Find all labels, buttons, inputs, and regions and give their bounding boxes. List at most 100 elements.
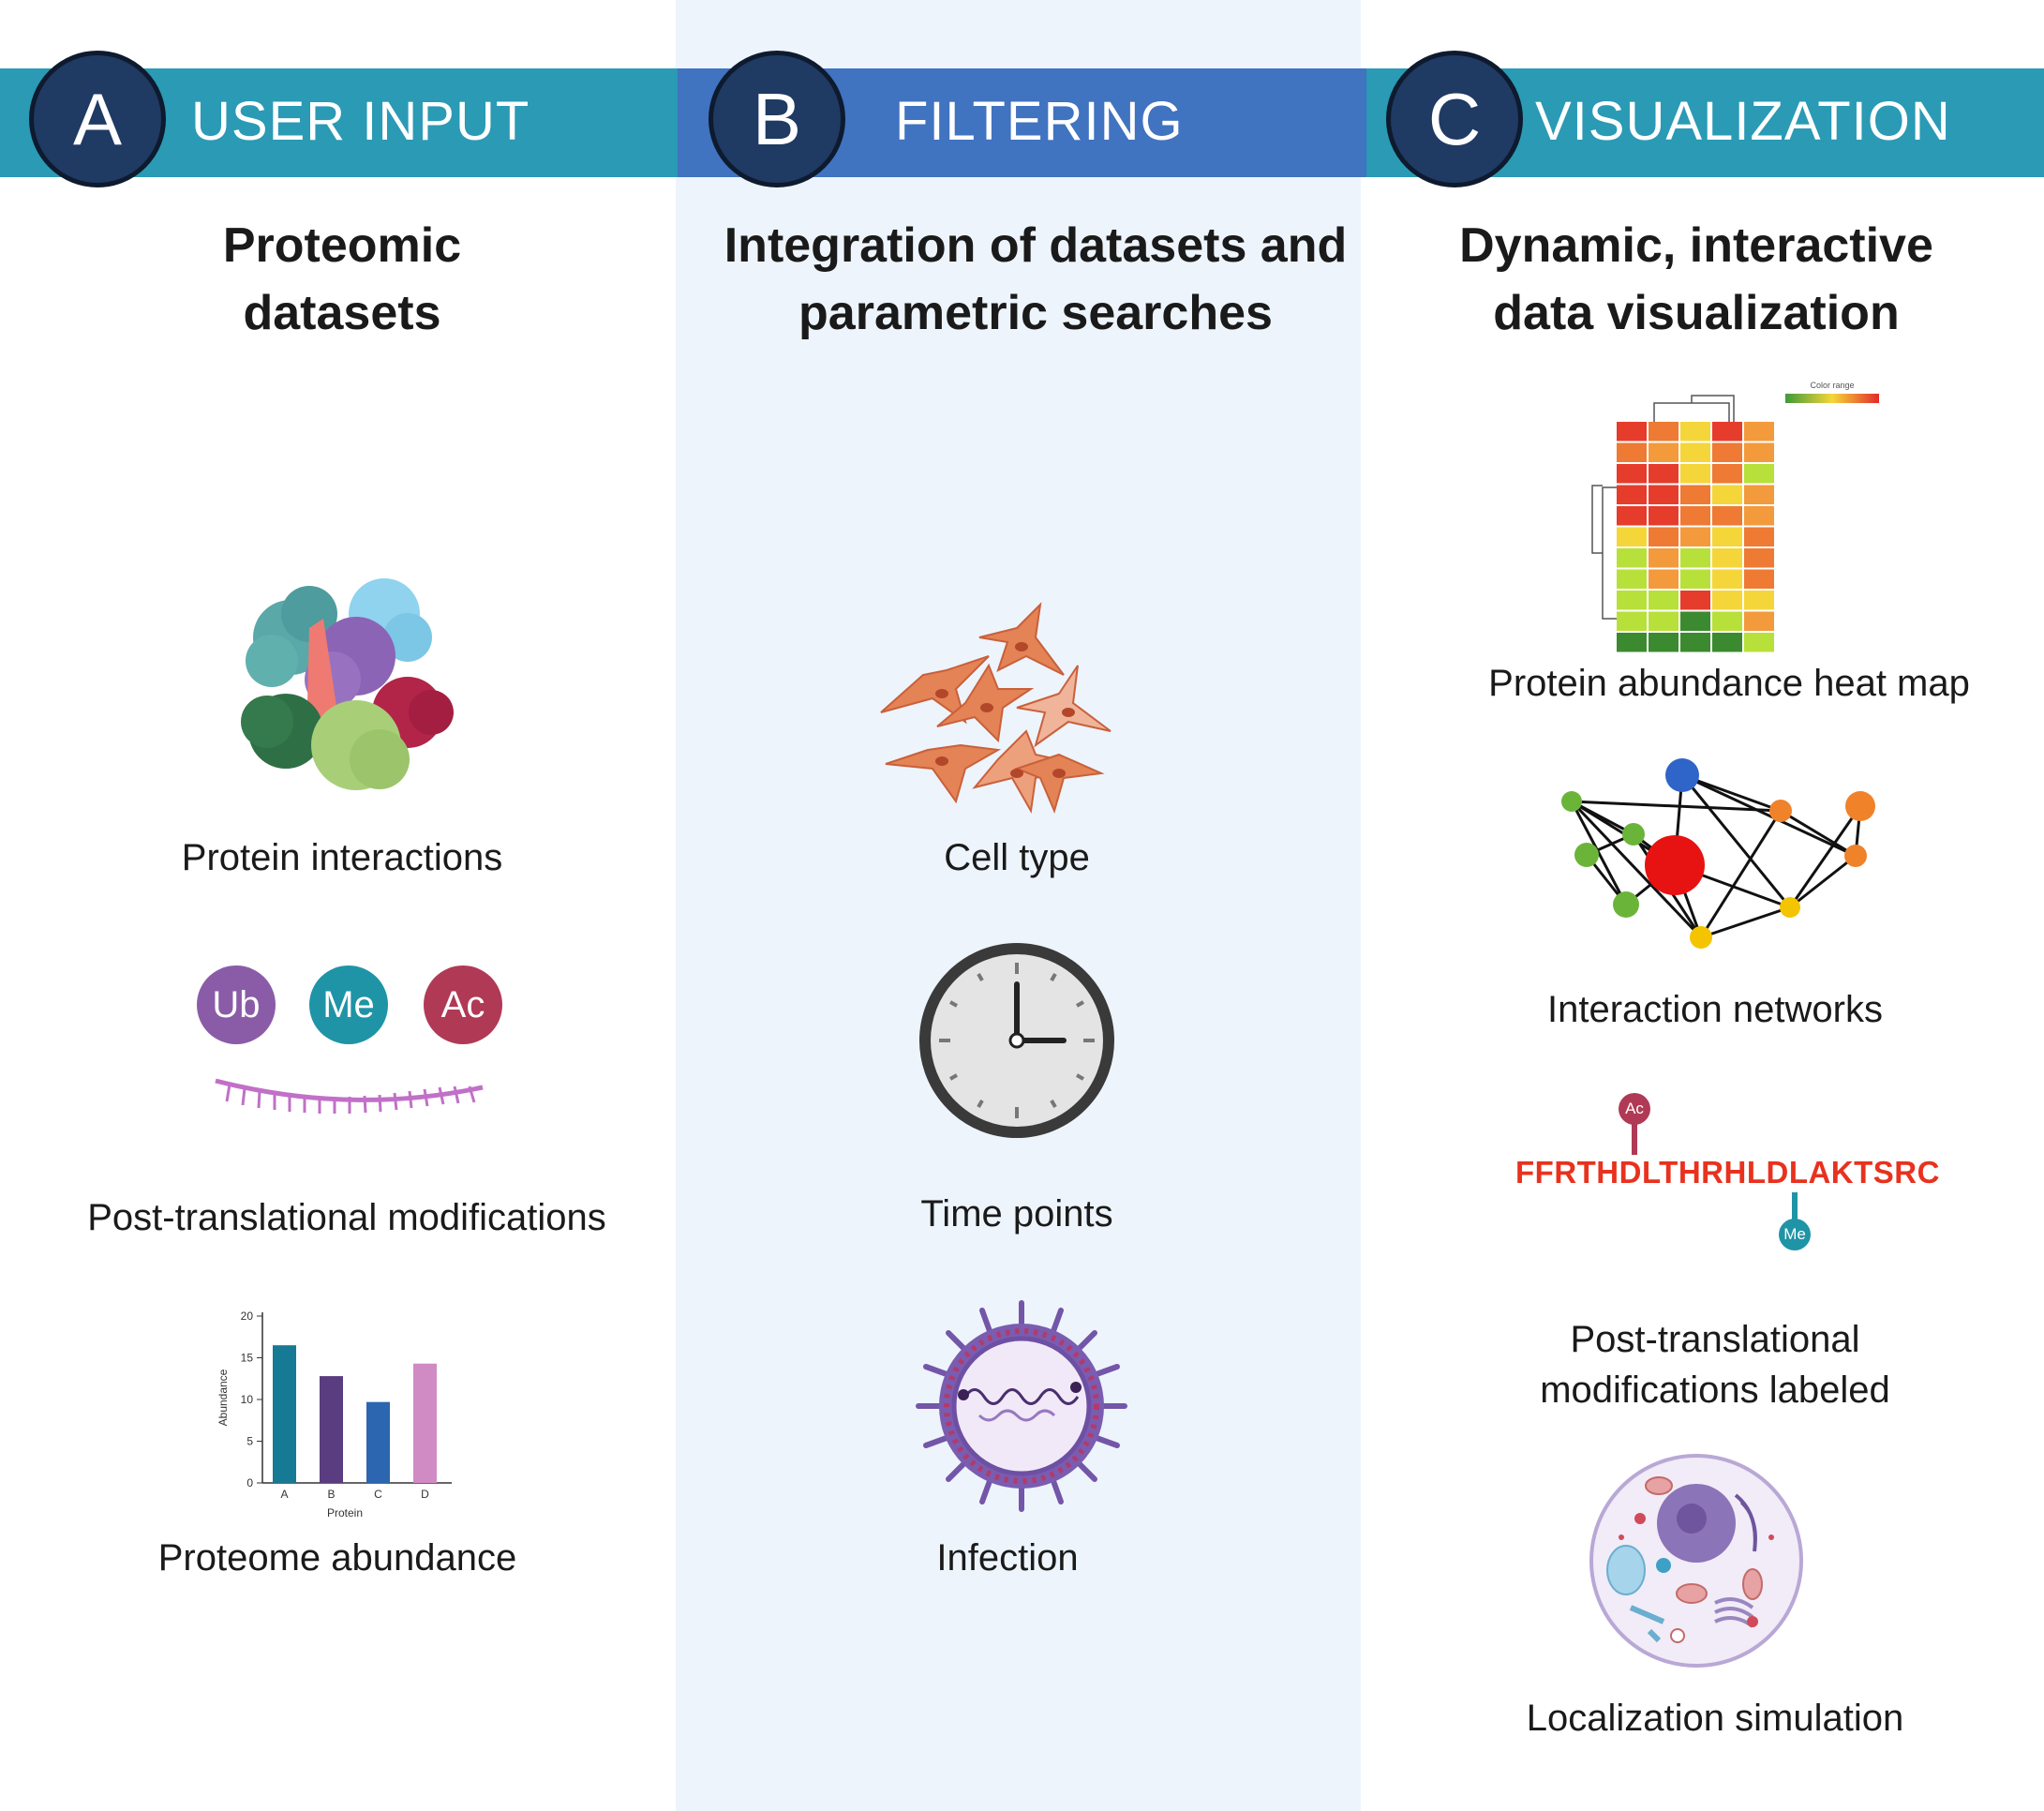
labeled-sequence: FFRTHDLTHRHLDLAKTSRC [1515,1155,1940,1190]
chart-y-tick: 0 [246,1476,253,1489]
ubiquitin-badge: Ub [197,965,276,1044]
chart-x-tick: B [327,1488,335,1501]
heatmap-cell [1680,506,1710,526]
caption-heat-map: Protein abundance heat map [1488,663,1970,704]
clock-icon [919,943,1114,1138]
cell-localization-icon [1589,1454,1803,1668]
heatmap-cell [1744,527,1774,546]
acetyl-badge: Ac [424,965,502,1044]
caption-localization: Localization simulation [1526,1698,1904,1739]
protein-complex-icon [241,578,454,790]
caption-protein-interactions: Protein interactions [181,837,503,878]
heatmap-cell [1617,506,1647,526]
methyl-badge: Me [309,965,388,1044]
caption-proteome-abundance: Proteome abundance [157,1537,517,1579]
header-filtering: FILTERING [895,91,1184,152]
chart-bar-A [273,1345,296,1483]
heatmap-cell [1617,485,1647,504]
heatmap-legend-label: Color range [1810,381,1854,390]
heading-visualization: Dynamic, interactive data visualization [1459,218,1933,340]
heatmap-cell [1712,422,1742,442]
heatmap-cell [1680,633,1710,652]
heatmap-cell [1617,569,1647,589]
caption-infection: Infection [936,1537,1079,1579]
heatmap-cell [1649,527,1678,546]
heatmap-cell [1744,611,1774,631]
header-user-input: USER INPUT [191,91,530,152]
heatmap-cell [1680,485,1710,504]
heatmap-cell [1744,548,1774,568]
me-pin: Me [1779,1219,1811,1250]
heatmap-cell [1744,442,1774,462]
heatmap-color-range-bar [1785,394,1879,403]
chart-y-tick: 5 [246,1435,253,1448]
heatmap-cell [1617,442,1647,462]
filtering-column-background [676,0,1361,1811]
heatmap-cell [1649,485,1678,504]
ac-pin: Ac [1619,1093,1650,1125]
heatmap-cell [1617,422,1647,442]
peptide-strand-icon [215,1078,484,1114]
heatmap-cell [1744,464,1774,484]
chart-x-tick: C [374,1488,382,1501]
heatmap-icon: Color range [1591,381,1879,652]
heatmap-cell [1712,548,1742,568]
heatmap-cell [1680,548,1710,568]
heatmap-cell [1649,591,1678,610]
chart-x-tick: A [280,1488,288,1501]
heatmap-cell [1744,485,1774,504]
chart-x-label: Protein [327,1506,363,1519]
heatmap-cell [1617,464,1647,484]
heatmap-cell [1649,506,1678,526]
caption-ptm-labeled-2: modifications labeled [1540,1369,1890,1411]
chart-x-tick: D [421,1488,429,1501]
heatmap-cell [1617,633,1647,652]
step-a-badge: A [29,51,166,187]
heatmap-cell [1744,633,1774,652]
heatmap-cell [1744,569,1774,589]
heatmap-cell [1712,611,1742,631]
chart-y-tick: 20 [241,1310,254,1323]
heading-proteomic-datasets: Proteomic datasets [222,218,462,340]
caption-cell-type: Cell type [944,837,1090,878]
network-icon [1561,758,1875,949]
cells-icon [880,602,1112,815]
heatmap-cell [1680,442,1710,462]
me-pin-stem [1792,1192,1798,1224]
step-b-badge: B [709,51,845,187]
caption-interaction-networks: Interaction networks [1547,989,1883,1030]
chart-y-tick: 10 [241,1393,254,1406]
heatmap-cell [1744,506,1774,526]
heatmap-cell [1680,591,1710,610]
heading-integration: Integration of datasets and parametric se… [724,218,1348,340]
caption-time-points: Time points [920,1193,1113,1235]
heatmap-cell [1712,633,1742,652]
chart-bar-B [320,1376,343,1483]
heatmap-cell [1712,464,1742,484]
heatmap-cell [1617,527,1647,546]
heatmap-cell [1649,442,1678,462]
heatmap-cell [1649,633,1678,652]
chart-y-label: Abundance [216,1369,230,1426]
proteome-abundance-chart: 0 5 10 15 20 A B C D Protein Abundance [216,1310,452,1519]
chart-y-tick: 15 [241,1352,254,1365]
chart-bar-C [366,1401,390,1483]
heatmap-cell [1744,591,1774,610]
heatmap-cell [1649,611,1678,631]
chart-bar-D [413,1363,437,1483]
heatmap-cell [1649,548,1678,568]
virus-icon [916,1300,1127,1512]
heatmap-cell [1712,506,1742,526]
heatmap-cell [1649,422,1678,442]
heatmap-cell [1680,611,1710,631]
heatmap-cell [1680,464,1710,484]
heatmap-cell [1744,422,1774,442]
heatmap-cell [1617,611,1647,631]
heatmap-cell [1712,527,1742,546]
heatmap-cell [1649,569,1678,589]
heatmap-cell [1680,569,1710,589]
heatmap-cell [1617,548,1647,568]
ac-pin-stem [1632,1123,1637,1155]
heatmap-cell [1680,422,1710,442]
caption-ptm-labeled-1: Post-translational [1570,1319,1860,1360]
